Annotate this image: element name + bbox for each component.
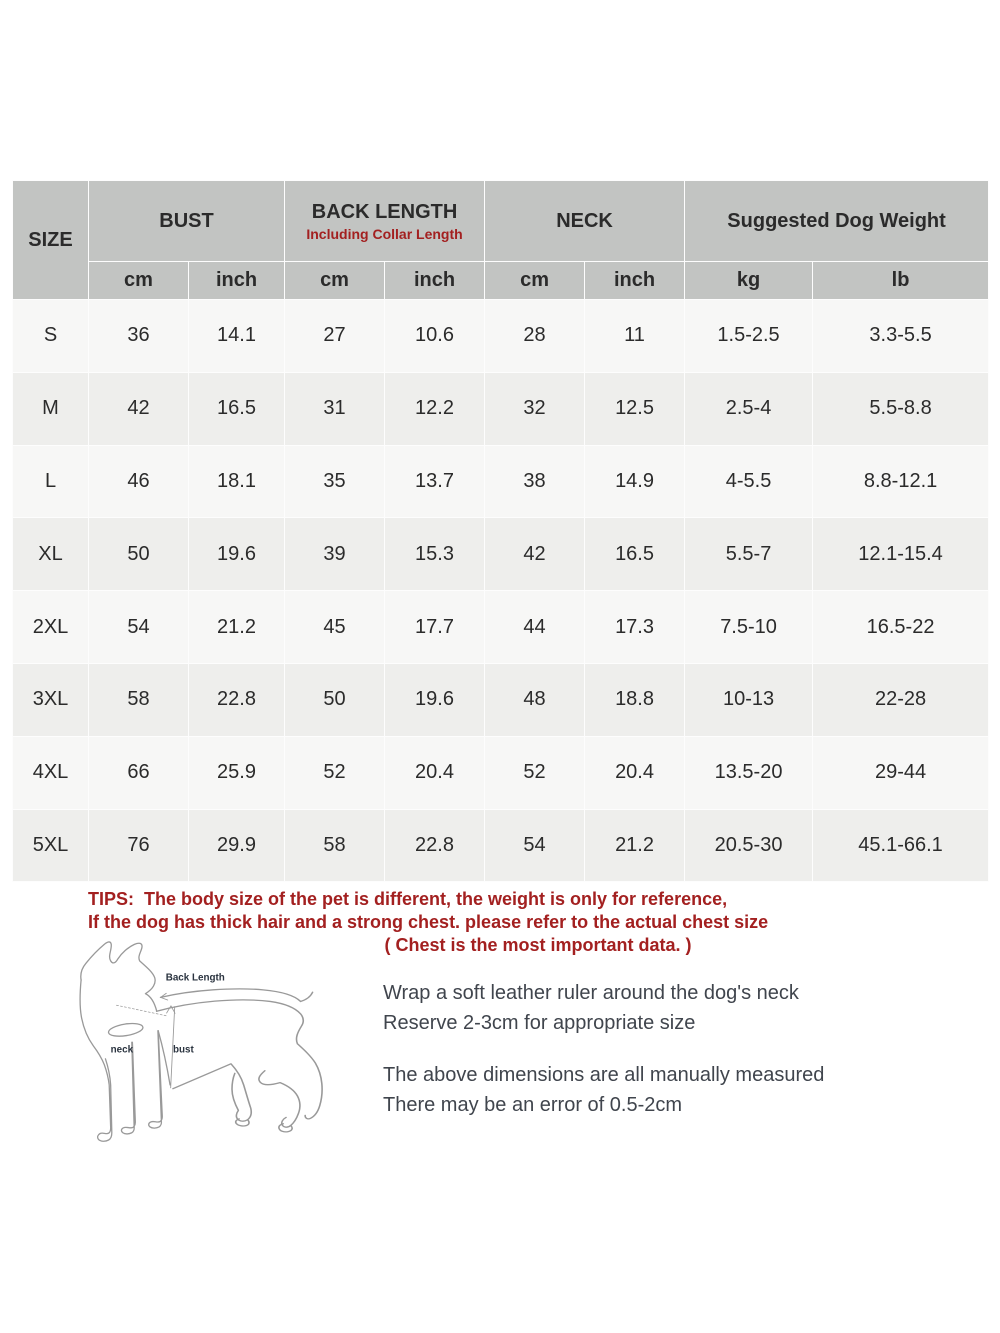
svg-text:neck: neck [111,1044,134,1055]
svg-text:Back Length: Back Length [166,973,225,984]
svg-text:bust: bust [173,1044,195,1055]
